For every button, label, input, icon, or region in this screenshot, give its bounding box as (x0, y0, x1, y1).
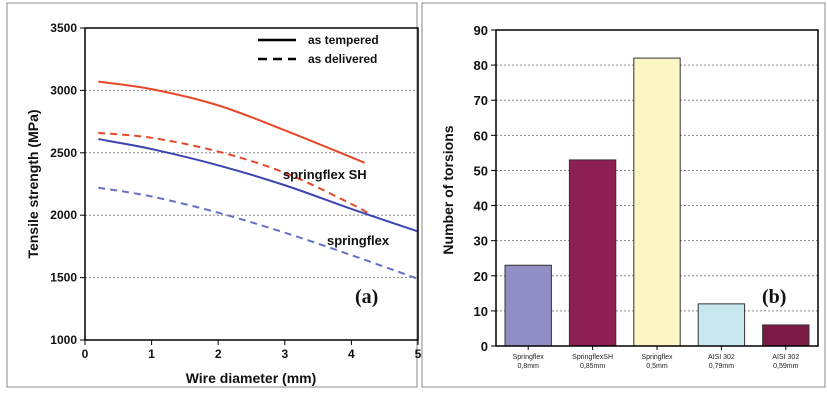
bar-5 (762, 324, 810, 347)
y-tick-label-b: 10 (474, 304, 488, 319)
panel-label-a: (a) (355, 286, 378, 308)
bar-1 (504, 264, 552, 347)
y-tick-label-a: 3500 (50, 21, 77, 35)
tensile-strength-chart: 0 1 2 3 4 5 1000 1500 2000 2500 3000 3500 Wire dia… (6, 2, 421, 388)
bar-3 (633, 57, 681, 347)
x-tick-label-a: 0 (82, 347, 89, 361)
x-tick-label-b: AISI 302 0,59mm (772, 354, 799, 370)
legend-a: as tempered as delivered (258, 33, 379, 66)
x-tick-label-a: 3 (281, 347, 288, 361)
springflex-tempered-line (98, 138, 419, 233)
y-tick-label-a: 1000 (50, 333, 77, 347)
y-tick-label-a: 1500 (50, 271, 77, 285)
x-tick-label-b: AISI 302 0,79mm (708, 354, 735, 370)
x-tick-label-a: 1 (148, 347, 155, 361)
y-tick-label-b: 50 (474, 163, 488, 178)
x-tick-label-a: 4 (348, 347, 355, 361)
y-tick-label-b: 30 (474, 234, 488, 249)
x-tick-label-b: Springflex 0,8mm (513, 354, 545, 370)
y-tick-label-b: 80 (474, 58, 488, 73)
y-tick-label-b: 40 (474, 199, 488, 214)
y-tick-label-a: 3000 (50, 83, 77, 97)
legend-as-delivered: as delivered (308, 52, 377, 66)
springflex-delivered-line (98, 186, 419, 280)
springflex-sh-delivered-line (98, 131, 372, 217)
annotation-springflex: springflex (327, 233, 390, 248)
x-tick-label-b: Springflex 0,5mm (641, 354, 673, 370)
plot-a-frame (84, 27, 419, 341)
panel-a-frame (6, 2, 418, 388)
annotation-springflex-sh: springflex SH (283, 167, 367, 182)
springflex-sh-tempered-line (98, 80, 366, 164)
y-axis-title-a: Tensile strength (MPa) (25, 109, 41, 258)
y-tick-label-b: 90 (474, 23, 488, 38)
y-tick-label-b: 60 (474, 128, 488, 143)
bar-4 (697, 303, 746, 347)
torsions-bar-chart: 0 10 20 30 40 50 60 70 80 90 Springflex 0,8mm Sprin… (421, 2, 826, 388)
bar-2 (568, 159, 617, 347)
x-tick-label-b: SpringflexSH 0,85mm (572, 354, 613, 370)
panel-b-frame (421, 2, 826, 388)
y-tick-label-b: 70 (474, 93, 488, 108)
y-axis-title-b: Number of torsions (440, 125, 456, 254)
panel-label-b: (b) (762, 286, 786, 308)
x-axis-title-a: Wire diameter (mm) (186, 370, 317, 386)
x-tick-label-a: 5 (415, 347, 421, 361)
y-tick-label-a: 2000 (50, 208, 77, 222)
x-tick-label-a: 2 (215, 347, 222, 361)
y-tick-label-a: 2500 (50, 146, 77, 160)
y-tick-label-b: 20 (474, 269, 488, 284)
legend-as-tempered: as tempered (308, 33, 379, 47)
y-tick-label-b: 0 (481, 339, 488, 354)
